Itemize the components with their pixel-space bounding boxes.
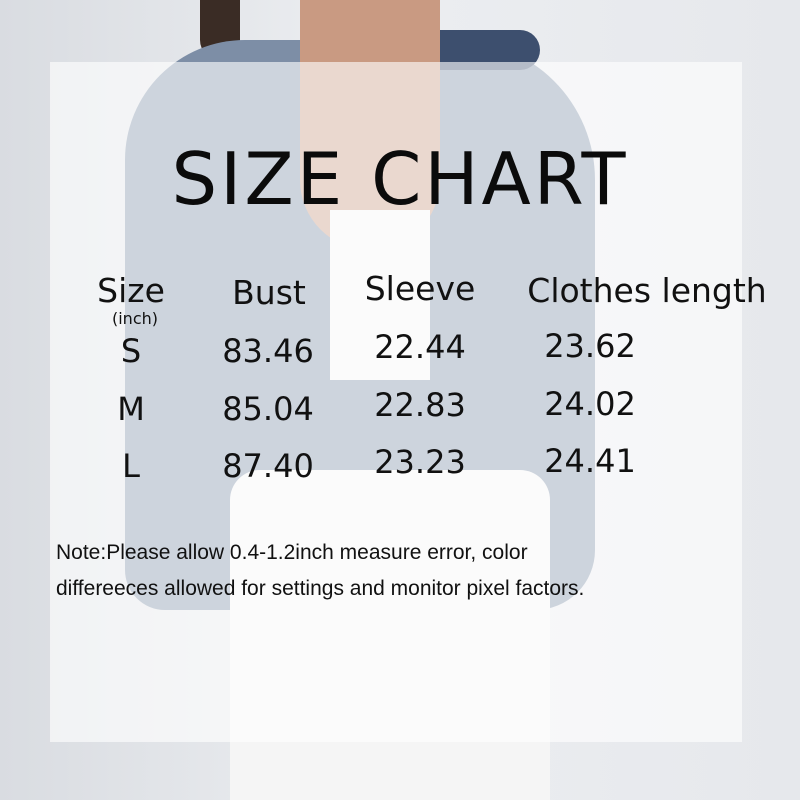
row-length: 24.02 bbox=[544, 385, 636, 423]
row-bust: 87.40 bbox=[222, 447, 314, 485]
header-sleeve: Sleeve bbox=[364, 269, 476, 308]
row-sleeve: 22.44 bbox=[374, 328, 466, 366]
row-sleeve: 22.83 bbox=[374, 386, 466, 424]
note-line-1: Note:Please allow 0.4-1.2inch measure er… bbox=[56, 541, 528, 564]
row-sleeve: 23.23 bbox=[374, 443, 466, 481]
header-bust: Bust bbox=[232, 273, 306, 312]
row-length: 23.62 bbox=[544, 327, 636, 365]
note: Note:Please allow 0.4-1.2inch measure er… bbox=[56, 535, 786, 607]
header-size: Size bbox=[97, 271, 165, 310]
row-bust: 85.04 bbox=[222, 390, 314, 428]
row-size: S bbox=[120, 332, 142, 370]
row-length: 24.41 bbox=[544, 442, 636, 480]
size-chart-panel bbox=[50, 62, 742, 742]
row-size: M bbox=[117, 390, 145, 428]
row-size: L bbox=[122, 447, 140, 485]
unit-label: (inch) bbox=[111, 309, 159, 328]
header-length: Clothes length bbox=[527, 271, 767, 310]
row-bust: 83.46 bbox=[222, 332, 314, 370]
chart-title: SIZE CHART bbox=[171, 137, 629, 221]
note-line-2: differeeces allowed for settings and mon… bbox=[56, 577, 585, 600]
